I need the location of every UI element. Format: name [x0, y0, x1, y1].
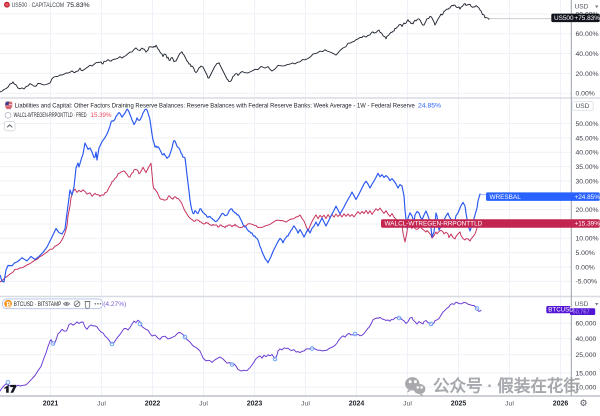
- svg-text:2025: 2025: [451, 400, 467, 407]
- svg-text:2024: 2024: [349, 400, 365, 407]
- svg-text:24.85%: 24.85%: [418, 102, 441, 109]
- svg-text:20.00%: 20.00%: [576, 207, 599, 214]
- svg-text:Jul: Jul: [301, 400, 310, 407]
- svg-text:-5.00%: -5.00%: [576, 279, 598, 286]
- svg-text:2023: 2023: [247, 400, 263, 407]
- svg-text:15,000: 15,000: [576, 370, 597, 377]
- svg-text:60.00%: 60.00%: [576, 31, 599, 38]
- svg-text:(4.27%): (4.27%): [103, 301, 126, 308]
- svg-text:0.00%: 0.00%: [576, 91, 595, 98]
- svg-text:40,000: 40,000: [576, 336, 597, 343]
- svg-text:WALCL-WTREGEN-RRPONTTLD · FRED: WALCL-WTREGEN-RRPONTTLD · FRED: [14, 112, 87, 119]
- svg-text:2022: 2022: [145, 400, 161, 407]
- svg-text:+15.39%: +15.39%: [575, 221, 600, 228]
- svg-text:BTCUSD: BTCUSD: [548, 307, 574, 314]
- svg-text:35.00%: 35.00%: [576, 164, 599, 171]
- svg-text:WALCL-WTREGEN-RRPONTTLD: WALCL-WTREGEN-RRPONTTLD: [385, 221, 483, 228]
- svg-text:US500 · CAPITALCOM: US500 · CAPITALCOM: [12, 2, 65, 9]
- svg-text:Jul: Jul: [403, 400, 412, 407]
- svg-text:60,000: 60,000: [576, 321, 597, 328]
- svg-text:Jul: Jul: [199, 400, 208, 407]
- svg-text:25,000: 25,000: [576, 352, 597, 359]
- svg-text:BTCUSD · BITSTAMP: BTCUSD · BITSTAMP: [14, 301, 62, 308]
- svg-text:⚙: ⚙: [579, 398, 587, 408]
- svg-text:US500: US500: [554, 15, 574, 22]
- svg-text:45.00%: 45.00%: [576, 135, 599, 142]
- svg-text:0.00%: 0.00%: [576, 264, 595, 271]
- svg-text:USD: USD: [575, 3, 589, 10]
- svg-text:2021: 2021: [43, 400, 59, 407]
- svg-text:15.39%: 15.39%: [91, 112, 112, 119]
- svg-text:Jul: Jul: [97, 400, 106, 407]
- svg-text:Jul: Jul: [505, 400, 514, 407]
- svg-text:Liabilities and Capital: Other: Liabilities and Capital: Other Factors D…: [15, 102, 415, 109]
- svg-text:40.00%: 40.00%: [576, 51, 599, 58]
- svg-text:公众号 · 假装在花街: 公众号 · 假装在花街: [433, 376, 580, 396]
- svg-text:20.00%: 20.00%: [576, 71, 599, 78]
- svg-text:75.83%: 75.83%: [67, 2, 90, 9]
- svg-text:30.00%: 30.00%: [576, 178, 599, 185]
- svg-text:5.00%: 5.00%: [576, 250, 595, 257]
- svg-text:USD: USD: [576, 103, 590, 110]
- svg-text:+75.83%: +75.83%: [575, 15, 600, 22]
- svg-text:USD: USD: [575, 301, 589, 308]
- svg-text:+24.85%: +24.85%: [575, 194, 600, 201]
- svg-text:40.00%: 40.00%: [576, 150, 599, 157]
- svg-text:₿: ₿: [6, 301, 11, 308]
- svg-text:WRESBAL: WRESBAL: [490, 194, 522, 201]
- svg-text:10.00%: 10.00%: [576, 236, 599, 243]
- svg-text:2026: 2026: [553, 400, 569, 407]
- svg-text:60,767: 60,767: [573, 309, 590, 315]
- svg-text:50.00%: 50.00%: [576, 121, 599, 128]
